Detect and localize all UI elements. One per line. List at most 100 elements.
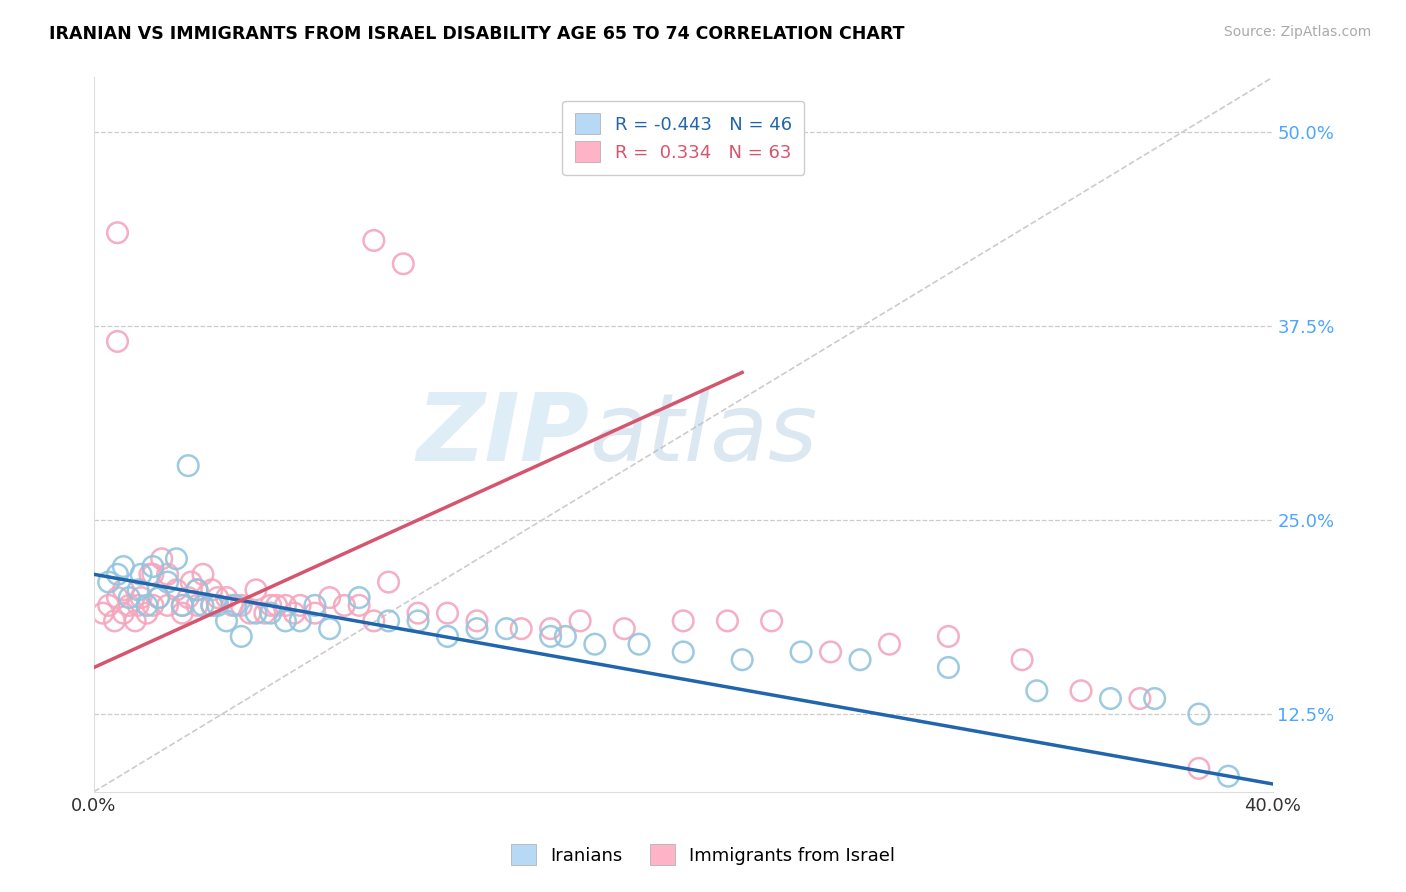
Point (124, 614, 146, 628)
Point (879, 637, 901, 651)
Point (406, 614, 429, 628)
Point (1143, 691, 1166, 706)
Point (274, 614, 297, 628)
Point (156, 575, 179, 590)
Point (318, 591, 340, 605)
Point (540, 622, 562, 636)
Point (304, 606, 326, 620)
Point (136, 599, 159, 613)
Point (1129, 691, 1152, 706)
Point (363, 234, 385, 248)
Point (628, 637, 651, 651)
Point (1025, 683, 1047, 698)
Point (554, 629, 576, 643)
Point (938, 629, 960, 643)
Point (820, 645, 842, 659)
Point (377, 614, 399, 628)
Point (191, 599, 214, 613)
Point (127, 582, 149, 597)
Point (1099, 691, 1122, 706)
Point (97, 575, 120, 590)
Point (495, 622, 517, 636)
Point (112, 559, 135, 574)
Point (97, 599, 120, 613)
Point (436, 629, 458, 643)
Point (849, 653, 872, 667)
Point (142, 567, 165, 582)
Point (129, 591, 152, 605)
Point (1188, 761, 1211, 775)
Point (672, 645, 695, 659)
Point (112, 606, 135, 620)
Point (283, 606, 305, 620)
Point (201, 599, 224, 613)
Point (148, 591, 170, 605)
Point (266, 599, 288, 613)
Point (224, 599, 246, 613)
Point (231, 629, 253, 643)
Point (107, 591, 129, 605)
Point (540, 629, 562, 643)
Point (465, 614, 488, 628)
Point (731, 653, 754, 667)
Point (260, 606, 283, 620)
Point (207, 599, 229, 613)
Point (569, 614, 592, 628)
Point (239, 606, 262, 620)
Text: atlas: atlas (589, 389, 817, 480)
Point (201, 599, 224, 613)
Point (790, 645, 813, 659)
Point (938, 660, 960, 674)
Point (177, 591, 200, 605)
Point (139, 567, 162, 582)
Point (1070, 683, 1092, 698)
Point (107, 334, 129, 349)
Point (207, 591, 229, 605)
Point (245, 582, 267, 597)
Point (290, 599, 312, 613)
Point (215, 591, 238, 605)
Point (583, 637, 606, 651)
Point (260, 599, 283, 613)
Point (142, 599, 165, 613)
Point (148, 591, 170, 605)
Point (377, 575, 399, 590)
Point (172, 599, 194, 613)
Point (613, 622, 636, 636)
Point (172, 599, 194, 613)
Point (363, 614, 385, 628)
Point (142, 559, 165, 574)
Point (672, 614, 695, 628)
Point (107, 226, 129, 240)
Point (716, 614, 738, 628)
Point (274, 599, 297, 613)
Point (165, 582, 187, 597)
Point (156, 567, 179, 582)
Point (1188, 707, 1211, 722)
Point (221, 599, 243, 613)
Point (201, 582, 224, 597)
Point (333, 599, 356, 613)
Point (510, 622, 533, 636)
Point (150, 551, 173, 566)
Legend: Iranians, Immigrants from Israel: Iranians, Immigrants from Israel (503, 837, 903, 872)
Point (156, 599, 179, 613)
Point (118, 599, 141, 613)
Legend: R = -0.443   N = 46, R =  0.334   N = 63: R = -0.443 N = 46, R = 0.334 N = 63 (562, 101, 804, 175)
Point (136, 606, 159, 620)
Point (1218, 769, 1240, 783)
Point (436, 606, 458, 620)
Point (406, 606, 429, 620)
Point (191, 567, 214, 582)
Point (215, 614, 238, 628)
Point (186, 582, 208, 597)
Point (129, 567, 152, 582)
Point (118, 591, 141, 605)
Point (245, 606, 267, 620)
Point (347, 599, 370, 613)
Point (172, 606, 194, 620)
Text: Source: ZipAtlas.com: Source: ZipAtlas.com (1223, 25, 1371, 39)
Point (127, 599, 149, 613)
Point (465, 622, 488, 636)
Point (347, 591, 370, 605)
